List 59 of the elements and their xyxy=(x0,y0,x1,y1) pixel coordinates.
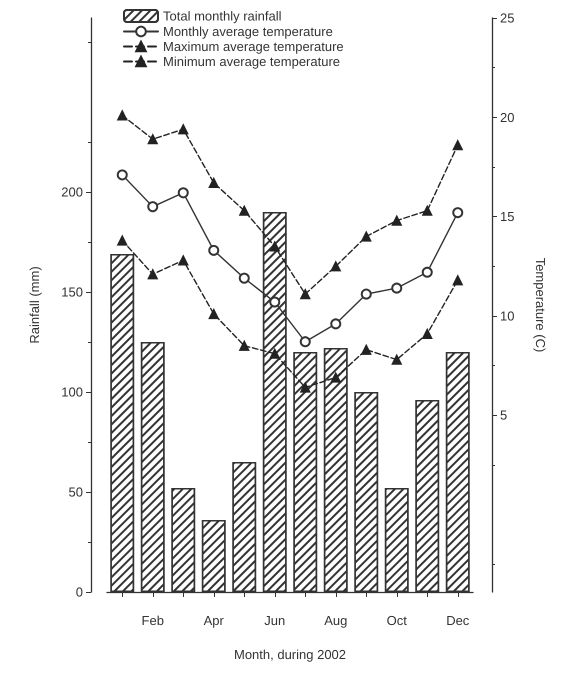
legend-label: Monthly average temperature xyxy=(163,24,333,39)
point xyxy=(300,336,311,348)
point xyxy=(361,344,372,355)
point xyxy=(392,354,402,365)
point xyxy=(422,328,432,339)
point xyxy=(452,275,463,286)
point xyxy=(269,296,280,308)
point xyxy=(330,318,342,330)
point xyxy=(178,255,188,266)
x-tick-label: Feb xyxy=(142,613,164,628)
point xyxy=(270,348,280,359)
point xyxy=(148,269,158,280)
point xyxy=(330,261,341,272)
point xyxy=(391,282,402,294)
legend-label: Minimum average temperature xyxy=(163,54,340,69)
y-tick-label: 150 xyxy=(61,284,83,300)
point xyxy=(452,207,464,218)
y2-tick-label: 20 xyxy=(500,110,514,125)
x-tick-label: Aug xyxy=(324,613,348,628)
point xyxy=(422,266,433,278)
y2-tick-label: 25 xyxy=(500,10,514,26)
y2-tick-label: 10 xyxy=(500,308,514,324)
legend-label: Maximum average temperature xyxy=(163,39,344,54)
point xyxy=(238,272,250,284)
point xyxy=(300,382,310,393)
point xyxy=(239,206,250,216)
point xyxy=(360,288,372,300)
point xyxy=(208,178,219,188)
point xyxy=(392,215,402,226)
y2-tick-label: 15 xyxy=(500,209,514,224)
x-axis-title: Month, during 2002 xyxy=(234,647,346,662)
y2-tick-label: 5 xyxy=(500,408,508,423)
y-tick-label: 100 xyxy=(61,384,83,400)
point xyxy=(270,241,280,252)
point xyxy=(116,169,128,180)
x-tick-label: Oct xyxy=(386,613,408,628)
point xyxy=(422,206,432,216)
point xyxy=(117,110,128,120)
y-tick-label: 50 xyxy=(68,484,83,500)
point xyxy=(330,372,341,383)
y-tick-label: 0 xyxy=(76,584,83,600)
point xyxy=(452,140,463,150)
y2-axis-title: Temperature (C) xyxy=(533,258,548,352)
legend-label: Total monthly rainfall xyxy=(163,8,282,24)
y-tick-label: 200 xyxy=(61,184,83,200)
point xyxy=(239,340,250,351)
point xyxy=(178,187,189,198)
point xyxy=(300,288,310,300)
point xyxy=(147,201,158,212)
x-tick-label: Dec xyxy=(446,613,470,628)
point xyxy=(361,231,372,242)
y-axis-title: Rainfall (mm) xyxy=(27,266,42,344)
point xyxy=(208,308,219,320)
point xyxy=(178,124,188,134)
x-tick-label: Jun xyxy=(264,613,286,628)
point xyxy=(208,244,220,256)
point xyxy=(148,134,158,144)
point xyxy=(117,235,128,246)
x-tick-label: Apr xyxy=(204,613,225,628)
